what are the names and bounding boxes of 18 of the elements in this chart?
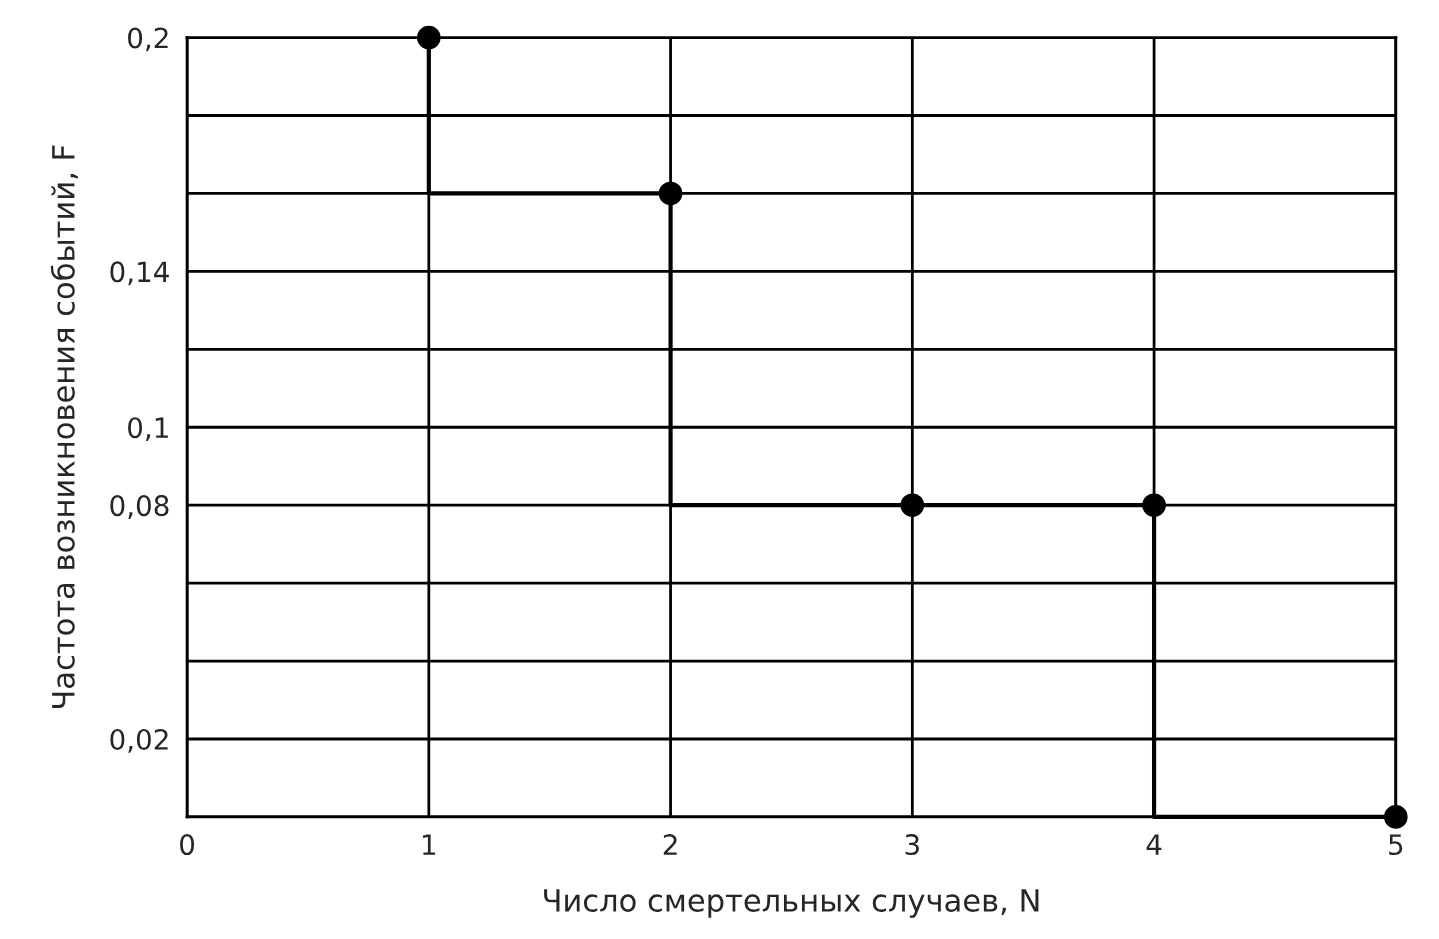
point <box>1384 805 1408 829</box>
point <box>658 181 683 206</box>
y-tick-label: 0,2 <box>128 27 168 52</box>
y-tick-label: 0,08 <box>110 495 169 519</box>
point <box>417 25 441 50</box>
x-axis-title: Число смертельных случаев, N <box>544 889 1039 918</box>
x-tick-label: 5 <box>1389 834 1403 856</box>
y-tick-label: 0,14 <box>110 261 169 286</box>
x-tick-label: 3 <box>905 834 919 856</box>
y-tick-label: 0,02 <box>110 728 168 753</box>
y-tick-label: 0,1 <box>128 417 168 442</box>
point <box>1142 493 1166 517</box>
y-axis-title: Частота возникновения событий, F <box>50 145 78 709</box>
x-tick-label: 4 <box>1146 834 1162 855</box>
x-tick-label: 0 <box>180 834 195 856</box>
x-tick-label: 2 <box>663 834 677 855</box>
point <box>900 493 925 517</box>
x-tick-label: 1 <box>423 834 436 855</box>
